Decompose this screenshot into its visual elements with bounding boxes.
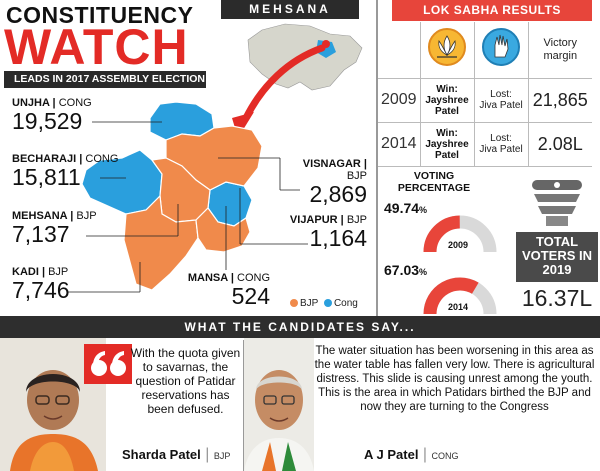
row-year: 2009 [378, 78, 421, 123]
constituency-map [68, 23, 363, 293]
region-tab: MEHSANA [221, 0, 359, 19]
column-divider [376, 0, 378, 316]
map-region-kadi [123, 194, 199, 291]
lok-sabha-row: 2014 Win: Jayshree Patel Lost: Jiva Patel … [378, 122, 592, 167]
winner-name: Jayshree Patel [425, 138, 469, 161]
constituency-party: BJP [346, 170, 367, 182]
hand-icon [482, 28, 520, 67]
ring-fill-2014 [423, 277, 479, 315]
bjp-symbol-cell [420, 22, 475, 79]
total-voters-value: 16.37L [521, 285, 593, 311]
constituency-lead: 19,529 [12, 108, 83, 134]
legend-bjp-label: BJP [300, 298, 319, 309]
constituency-lead: 7,746 [12, 277, 70, 303]
lok-sabha-header-row: Victory margin [378, 22, 592, 79]
candidate-name: Sharda Patel [122, 447, 201, 462]
lok-sabha-table: Victory margin 2009 Win: Jayshree Patel L… [378, 22, 592, 167]
constituency-party: CONG [58, 97, 92, 109]
candidates-divider [243, 340, 244, 471]
loser-name: Jiva Patel [479, 144, 523, 155]
legend-cong-label: Cong [333, 298, 358, 309]
constituency-mehsana: MEHSANA | BJP 7,137 [12, 210, 97, 247]
constituency-lead: 1,164 [309, 225, 367, 251]
constituency-party: CONG [85, 153, 119, 165]
constituency-visnagar: VISNAGAR | BJP 2,869 [283, 158, 367, 206]
constituency-name: KADI [12, 266, 39, 278]
win-label: Win: [436, 83, 458, 95]
candidate-party: BJP [213, 451, 231, 461]
constituency-party: BJP [76, 210, 97, 222]
constituency-becharaji: BECHARAJI | CONG 15,811 [12, 153, 119, 190]
lotus-icon [428, 28, 466, 67]
candidates-bar: WHAT THE CANDIDATES SAY... [0, 316, 600, 338]
constituency-vijapur: VIJAPUR | BJP 1,164 [286, 214, 367, 250]
constituency-lead: 7,137 [12, 221, 70, 247]
leads-subtitle-bar: LEADS IN 2017 ASSEMBLY ELECTION [4, 71, 206, 88]
constituency-kadi: KADI | BJP 7,746 [12, 266, 70, 303]
voting-pct-2009: 49.74% [384, 200, 428, 216]
lok-sabha-row: 2009 Win: Jayshree Patel Lost: Jiva Patel … [378, 78, 592, 123]
margin-header: Victory margin [528, 22, 592, 79]
constituency-name: UNJHA [12, 97, 50, 109]
cong-symbol-cell [474, 22, 529, 79]
loser-name: Jiva Patel [479, 100, 523, 111]
constituency-mansa: MANSA | CONG 524 [184, 272, 270, 308]
win-label: Win: [436, 127, 458, 139]
winner-name: Jayshree Patel [425, 94, 469, 117]
constituency-unjha: UNJHA | CONG 19,529 [12, 97, 92, 134]
header-title-top: CONSTITUENCY [6, 2, 194, 28]
locator-arrow [242, 44, 326, 122]
quote-mark-icon [84, 344, 132, 384]
constituency-name: VIJAPUR [289, 214, 338, 226]
ballot-icon [532, 180, 582, 226]
voting-pct-2014: 67.03% [384, 262, 428, 278]
constituency-name: MANSA [187, 272, 228, 284]
constituency-name: MEHSANA [12, 210, 68, 222]
right-candidate-quote: The water situation has been worsening i… [314, 345, 595, 413]
constituency-party: BJP [48, 266, 69, 278]
constituency-lead: 15,811 [12, 164, 81, 190]
candidate-party: CONG [431, 451, 459, 461]
ring-fill-2009 [423, 215, 461, 253]
candidate-name: A J Patel [364, 447, 419, 462]
voting-rings [423, 215, 497, 315]
ring-year-2014: 2014 [448, 302, 469, 312]
constituency-lead: 2,869 [309, 181, 367, 207]
left-candidate-quote: With the quota given to savarnas, the qu… [130, 346, 241, 416]
map-region-vijapur [195, 207, 251, 253]
left-candidate-credit: Sharda Patel | BJP [122, 446, 231, 463]
voting-percentage-title: VOTING PERCENTAGE [397, 170, 471, 194]
victory-margin: 21,865 [528, 78, 592, 123]
legend-bjp-dot [290, 299, 298, 307]
gujarat-highlight [316, 40, 336, 58]
constituency-party: CONG [237, 272, 270, 284]
header-title-main: WATCH [4, 19, 189, 75]
constituency-name: BECHARAJI [12, 153, 77, 165]
row-year: 2014 [378, 122, 421, 167]
right-candidate-credit: A J Patel | CONG [364, 446, 459, 463]
total-voters-label: TOTAL VOTERS IN 2019 [516, 232, 598, 282]
lost-label: Lost: [490, 89, 512, 100]
constituency-lead: 524 [231, 283, 270, 309]
lok-sabha-title: LOK SABHA RESULTS [392, 0, 592, 21]
legend-cong-dot [323, 299, 332, 307]
ring-year-2009: 2009 [448, 240, 469, 250]
constituency-party: BJP [346, 214, 367, 226]
aj-patel-photo [244, 338, 314, 471]
constituency-name: VISNAGAR [302, 158, 361, 170]
map-legend: BJP Cong [290, 298, 358, 309]
victory-margin: 2.08L [528, 122, 592, 167]
lost-label: Lost: [490, 133, 512, 144]
